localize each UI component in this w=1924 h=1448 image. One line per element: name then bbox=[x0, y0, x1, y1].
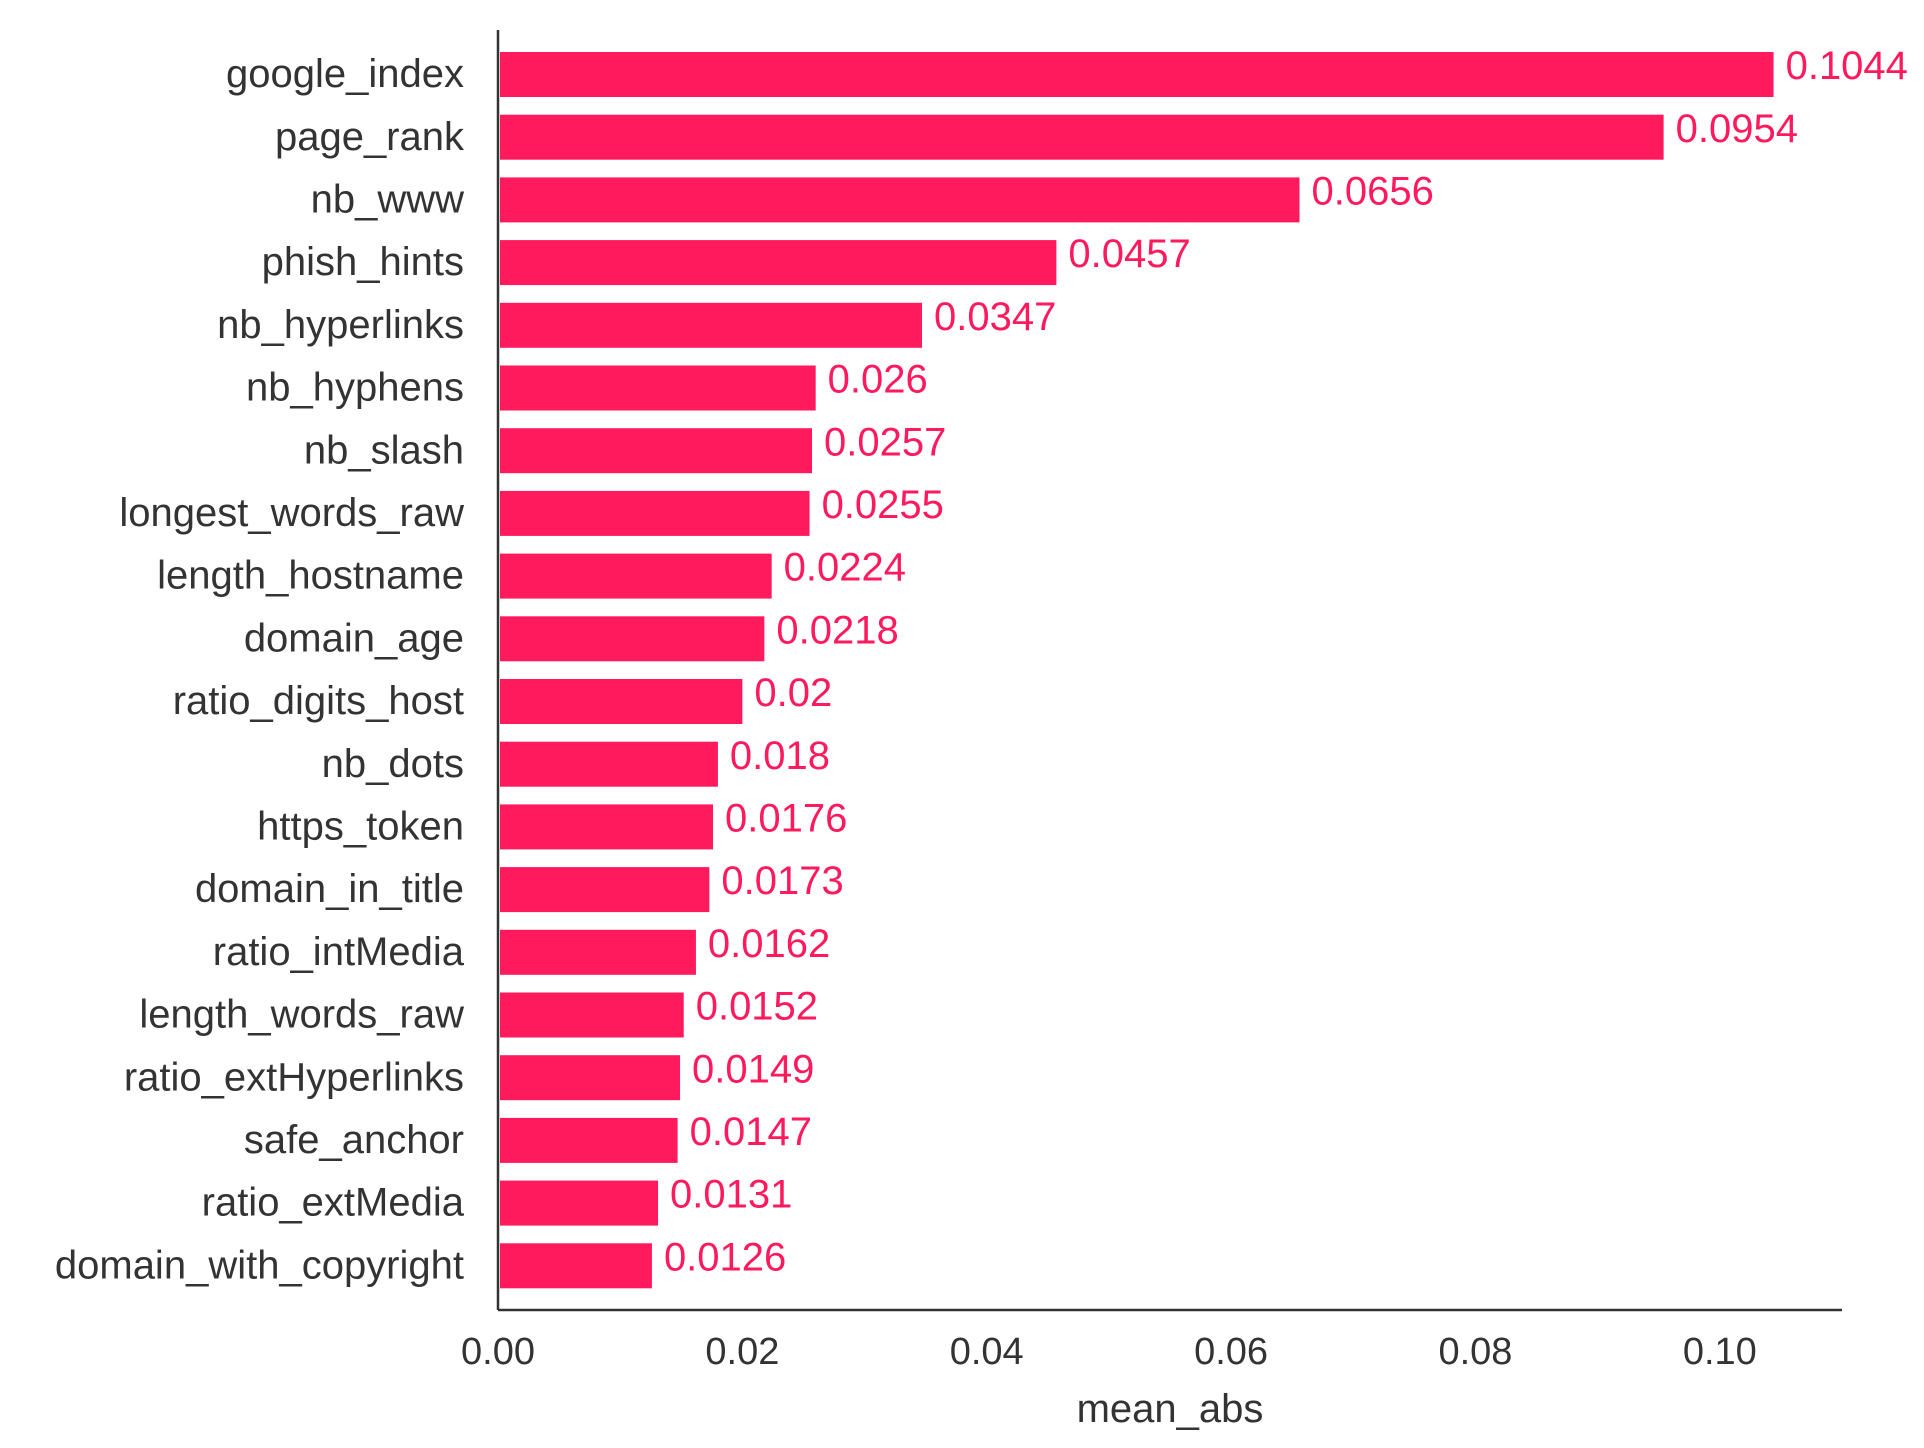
category-label: https_token bbox=[257, 804, 464, 848]
data-label: 0.0218 bbox=[776, 608, 898, 652]
x-axis-title: mean_abs bbox=[1077, 1387, 1264, 1431]
category-label: nb_hyphens bbox=[246, 366, 464, 410]
bar bbox=[500, 302, 922, 348]
data-label: 0.0457 bbox=[1068, 232, 1190, 276]
bar bbox=[500, 177, 1300, 223]
data-label: 0.0255 bbox=[822, 483, 944, 527]
category-label: longest_words_raw bbox=[119, 491, 464, 535]
category-label: nb_dots bbox=[322, 742, 464, 786]
bar bbox=[500, 1180, 659, 1226]
x-tick-label: 0.04 bbox=[950, 1331, 1024, 1373]
category-label: ratio_digits_host bbox=[173, 679, 464, 723]
data-label: 0.0149 bbox=[692, 1047, 814, 1091]
bar bbox=[500, 52, 1774, 97]
bars-layer bbox=[500, 52, 1774, 1289]
category-label: safe_anchor bbox=[244, 1118, 464, 1162]
bar bbox=[500, 553, 772, 599]
category-label: page_rank bbox=[275, 115, 465, 159]
x-tick-label: 0.10 bbox=[1683, 1331, 1757, 1373]
data-label: 0.026 bbox=[828, 358, 928, 402]
bar bbox=[500, 867, 710, 913]
data-label: 0.0656 bbox=[1312, 169, 1434, 213]
category-labels-layer: google_index page_rank nb_www phish_hintsnb… bbox=[55, 52, 465, 1287]
data-label: 0.0131 bbox=[670, 1173, 792, 1217]
data-label: 0.0954 bbox=[1676, 107, 1798, 151]
bar bbox=[500, 929, 696, 975]
category-label: google_index bbox=[226, 52, 464, 96]
bar bbox=[500, 1243, 652, 1289]
data-label: 0.0176 bbox=[725, 796, 847, 840]
bar bbox=[500, 490, 810, 536]
bar bbox=[500, 240, 1057, 286]
bar bbox=[500, 114, 1664, 160]
bar bbox=[500, 741, 718, 787]
data-label: 0.1044 bbox=[1786, 44, 1908, 88]
category-label: ratio_extHyperlinks bbox=[124, 1055, 464, 1099]
x-tick-label: 0.00 bbox=[461, 1331, 535, 1373]
x-tick-label: 0.02 bbox=[705, 1331, 779, 1373]
data-label: 0.0152 bbox=[696, 985, 818, 1029]
category-label: nb_www bbox=[311, 177, 465, 221]
data-label: 0.02 bbox=[754, 671, 832, 715]
data-label: 0.0147 bbox=[690, 1110, 812, 1154]
data-label: 0.0162 bbox=[708, 922, 830, 966]
data-label: 0.0173 bbox=[721, 859, 843, 903]
category-label: domain_with_copyright bbox=[55, 1243, 464, 1287]
category-label: length_words_raw bbox=[139, 993, 464, 1037]
category-label: ratio_extMedia bbox=[202, 1181, 465, 1225]
category-label: domain_in_title bbox=[195, 867, 464, 911]
data-label: 0.0347 bbox=[934, 295, 1056, 339]
category-label: length_hostname bbox=[157, 554, 464, 598]
data-label: 0.0224 bbox=[784, 546, 906, 590]
x-ticks-layer: 0.00 0.02 0.04 0.06 0.08 0.10 bbox=[461, 1331, 1757, 1373]
x-tick-label: 0.06 bbox=[1194, 1331, 1268, 1373]
bar bbox=[500, 679, 743, 724]
axes-layer bbox=[496, 30, 1842, 1312]
bar bbox=[500, 1117, 678, 1163]
data-label: 0.0257 bbox=[824, 420, 946, 464]
x-tick-label: 0.08 bbox=[1438, 1331, 1512, 1373]
bar bbox=[500, 804, 714, 850]
category-label: nb_hyperlinks bbox=[217, 303, 464, 347]
category-label: domain_age bbox=[244, 616, 464, 660]
bar bbox=[500, 365, 816, 411]
bar bbox=[500, 428, 813, 474]
bar bbox=[500, 1055, 681, 1101]
bar bbox=[500, 992, 684, 1038]
bar bbox=[500, 616, 765, 662]
category-label: phish_hints bbox=[262, 240, 464, 284]
category-label: ratio_intMedia bbox=[213, 930, 465, 974]
data-label: 0.018 bbox=[730, 734, 830, 778]
category-label: nb_slash bbox=[304, 428, 464, 472]
data-label: 0.0126 bbox=[664, 1235, 786, 1279]
